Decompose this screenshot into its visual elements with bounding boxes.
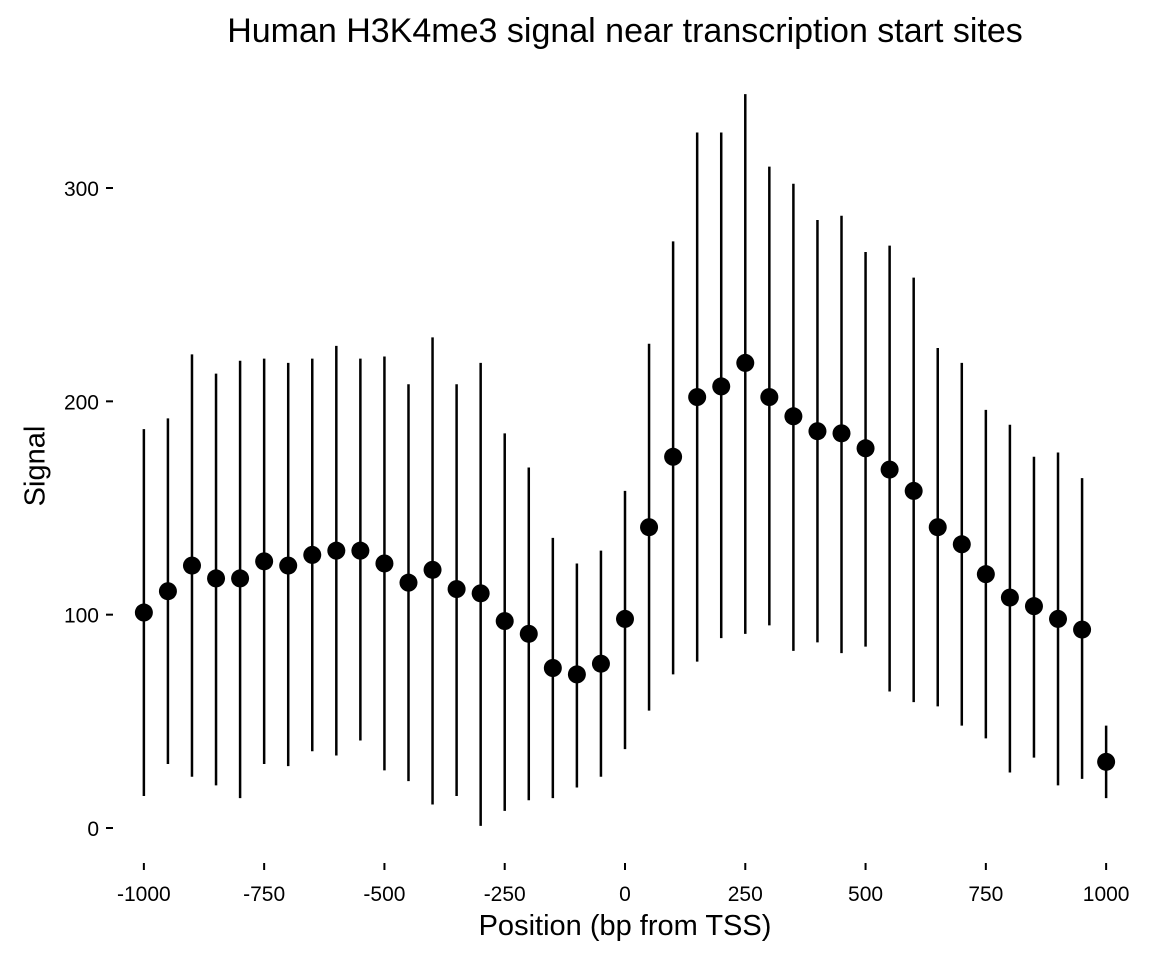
data-point	[399, 573, 418, 592]
data-point	[231, 569, 250, 588]
data-point	[351, 541, 370, 560]
x-tick-label: -750	[243, 883, 285, 906]
x-tick-label: 250	[728, 883, 763, 906]
data-point	[158, 582, 177, 601]
data-point	[182, 556, 201, 575]
data-point	[928, 518, 947, 537]
y-tick-label: 300	[64, 178, 99, 201]
data-point	[712, 377, 731, 396]
data-point	[952, 535, 971, 554]
data-point	[279, 556, 298, 575]
data-point	[1073, 620, 1092, 639]
y-tick-label: 100	[64, 605, 99, 628]
chart-title: Human H3K4me3 signal near transcription …	[227, 12, 1023, 50]
data-point	[1049, 609, 1068, 628]
data-point	[664, 447, 683, 466]
data-point	[255, 552, 274, 571]
data-point	[976, 565, 995, 584]
data-point	[832, 424, 851, 443]
data-point	[880, 460, 899, 479]
y-tick-label: 0	[87, 818, 99, 841]
data-point	[207, 569, 226, 588]
data-point	[904, 481, 923, 500]
data-point	[327, 541, 346, 560]
data-point	[543, 659, 562, 677]
data-point	[736, 353, 755, 372]
data-point	[616, 609, 634, 628]
data-point	[640, 518, 659, 537]
data-point	[495, 612, 514, 631]
x-tick-label: -250	[484, 883, 526, 906]
x-tick-label: 1000	[1083, 883, 1130, 906]
data-point	[375, 554, 394, 573]
y-tick-label: 200	[64, 391, 99, 414]
x-tick-label: -1000	[117, 883, 171, 906]
data-point	[471, 584, 490, 603]
data-point	[1024, 597, 1043, 616]
x-axis-title: Position (bp from TSS)	[478, 910, 772, 942]
data-point	[519, 624, 538, 643]
data-point	[134, 603, 153, 622]
data-point	[688, 388, 707, 407]
data-point	[856, 439, 875, 458]
data-point	[1000, 588, 1019, 607]
data-point	[567, 665, 586, 684]
data-point	[784, 407, 803, 426]
data-point	[447, 580, 466, 599]
data-point	[760, 388, 779, 407]
x-tick-label: 0	[619, 883, 631, 906]
x-tick-label: 750	[968, 883, 1003, 906]
x-tick-label: 500	[848, 883, 883, 906]
data-point	[423, 560, 442, 579]
y-axis-title: Signal	[19, 425, 52, 507]
x-tick-label: -500	[363, 883, 405, 906]
data-point	[591, 654, 610, 673]
data-point	[1097, 752, 1116, 771]
data-point	[303, 545, 322, 564]
data-point	[808, 422, 827, 441]
